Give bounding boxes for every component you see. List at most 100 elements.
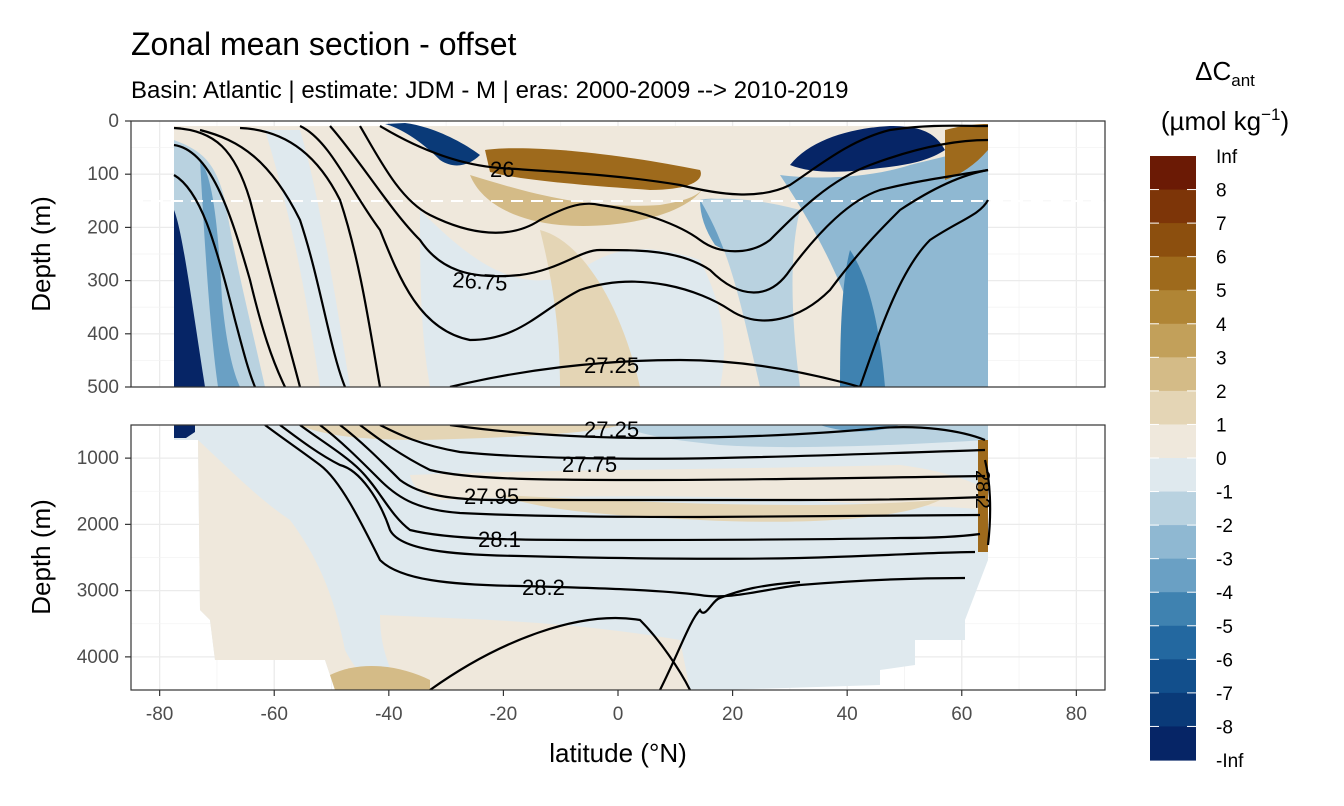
legend-label: -8: [1216, 717, 1233, 738]
x-axis-label: latitude (°N): [549, 738, 687, 768]
legend-label: Inf: [1216, 147, 1238, 168]
legend-label: -2: [1216, 516, 1233, 537]
y-tick-label: 200: [87, 217, 119, 238]
legend-label: -1: [1216, 483, 1233, 504]
legend-swatch: [1150, 357, 1196, 392]
legend-labels: Inf 8 7 6 5 4 3 2 1 0 -1 -2 -3 -4 -5 -6 -7 -8 -Inf: [1216, 147, 1244, 772]
x-tick-label: -40: [375, 704, 402, 725]
field-pos-surface-equator-light: [470, 175, 705, 226]
legend-colorbar: [1150, 156, 1196, 761]
legend-label: -7: [1216, 684, 1233, 705]
field-neg-lower-corner: [174, 425, 195, 438]
field-pos-lower-band: [410, 465, 988, 510]
y-tick-label: 400: [87, 324, 119, 345]
legend-units-main: (µmol kg: [1161, 106, 1261, 136]
legend-units-close: ): [1280, 106, 1289, 136]
field-neg-north: [780, 145, 988, 387]
y-tick-label: 300: [87, 271, 119, 292]
x-tick-label: -60: [261, 704, 288, 725]
y-tick-label: 500: [87, 377, 119, 398]
field-neg-lower-top: [620, 425, 988, 448]
x-tick-label: 0: [613, 704, 624, 725]
lower-panel: [130, 424, 1106, 691]
field-neg-surface-40s: [385, 123, 480, 166]
legend-label: 2: [1216, 382, 1227, 403]
y-tick-label: 4000: [77, 647, 119, 668]
isopycnal-label: 27.95: [464, 484, 519, 509]
legend-label: 0: [1216, 449, 1227, 470]
legend-label: -3: [1216, 550, 1233, 571]
field-neg-lower-top-strong: [820, 425, 900, 432]
y-axis-label-upper: Depth (m): [26, 196, 56, 312]
upper-field: [174, 123, 988, 387]
legend-swatch: [1150, 390, 1196, 426]
legend-label: -6: [1216, 650, 1233, 671]
legend-swatch: [1150, 525, 1196, 560]
field-neg-north-strong: [840, 250, 885, 387]
y-tick-label: 2000: [77, 514, 119, 535]
y-axis-label-lower: Depth (m): [26, 499, 56, 615]
chart-title: Zonal mean section - offset: [131, 26, 517, 62]
y-axis-lower: 1000 2000 3000 4000: [77, 448, 131, 668]
legend-title: ΔCant: [1195, 56, 1255, 90]
legend-swatch: [1150, 424, 1196, 459]
field-pos-lower-west: [198, 440, 400, 690]
legend-swatch: [1150, 156, 1196, 191]
x-tick-label: 80: [1066, 704, 1087, 725]
legend-swatch: [1150, 323, 1196, 358]
upper-panel-border: [130, 120, 1106, 388]
field-pos-north-surface: [945, 124, 988, 180]
isopycnal-label: 26.75: [452, 267, 509, 296]
field-neg-west-strong: [174, 210, 205, 387]
isopycnal-labels: 26 26.75 27.25 27.25 27.75 27.95 28.1 28…: [452, 157, 993, 600]
field-neg-north-surface: [790, 126, 945, 172]
field-pos-lower-deep-strong: [330, 665, 430, 690]
legend-swatch: [1150, 692, 1196, 728]
legend-units-sup: −1: [1261, 105, 1280, 124]
isopycnal-label: 28.2: [971, 470, 993, 509]
legend-title-sub: ant: [1231, 71, 1255, 90]
x-tick-label: -80: [146, 704, 173, 725]
legend-label: -4: [1216, 583, 1233, 604]
legend-label: -5: [1216, 617, 1233, 638]
legend-swatch: [1150, 290, 1196, 325]
x-tick-label: 40: [837, 704, 858, 725]
y-tick-label: 1000: [77, 448, 119, 469]
legend-label: 3: [1216, 348, 1227, 369]
upper-panel: [130, 120, 1106, 388]
y-axis-upper: 0 100 200 300 400 500: [87, 111, 131, 398]
legend: ΔCant (µmol kg−1) Inf 8 7 6 5 4 3 2 1 0 -1 -2 -3 -4 -5…: [1150, 56, 1289, 772]
isopycnal-label: 27.25: [584, 353, 639, 378]
legend-swatch: [1150, 659, 1196, 694]
legend-swatch: [1150, 491, 1196, 526]
field-neg-west-mid: [200, 160, 240, 387]
legend-swatch: [1150, 189, 1196, 224]
legend-label: 8: [1216, 181, 1227, 202]
legend-label: 1: [1216, 415, 1227, 436]
legend-label: 5: [1216, 281, 1227, 302]
field-pos-equator: [540, 230, 640, 387]
lower-isopycnals: [264, 425, 992, 690]
isopycnal-label: 27.25: [584, 417, 639, 442]
x-tick-label: 20: [722, 704, 743, 725]
legend-swatch: [1150, 223, 1196, 258]
legend-label: 7: [1216, 214, 1227, 235]
field-pos-lower-top: [300, 425, 620, 440]
legend-swatch: [1150, 592, 1196, 627]
legend-swatch: [1150, 458, 1196, 493]
legend-label: 6: [1216, 248, 1227, 269]
legend-swatch: [1150, 256, 1196, 291]
chart-subtitle: Basin: Atlantic | estimate: JDM - M | er…: [131, 77, 848, 104]
upper-isopycnals: [173, 124, 989, 387]
isopycnal-label: 26: [490, 157, 514, 182]
isopycnal-label: 28.1: [478, 527, 521, 552]
x-tick-label: -20: [490, 704, 517, 725]
y-tick-label: 0: [108, 111, 119, 132]
x-axis: -80 -60 -40 -20 0 20 40 60 80: [146, 690, 1087, 725]
legend-swatch: [1150, 625, 1196, 660]
legend-swatch: [1150, 558, 1196, 593]
y-tick-label: 100: [87, 164, 119, 185]
y-tick-label: 3000: [77, 581, 119, 602]
legend-title-main: ΔC: [1195, 56, 1231, 86]
